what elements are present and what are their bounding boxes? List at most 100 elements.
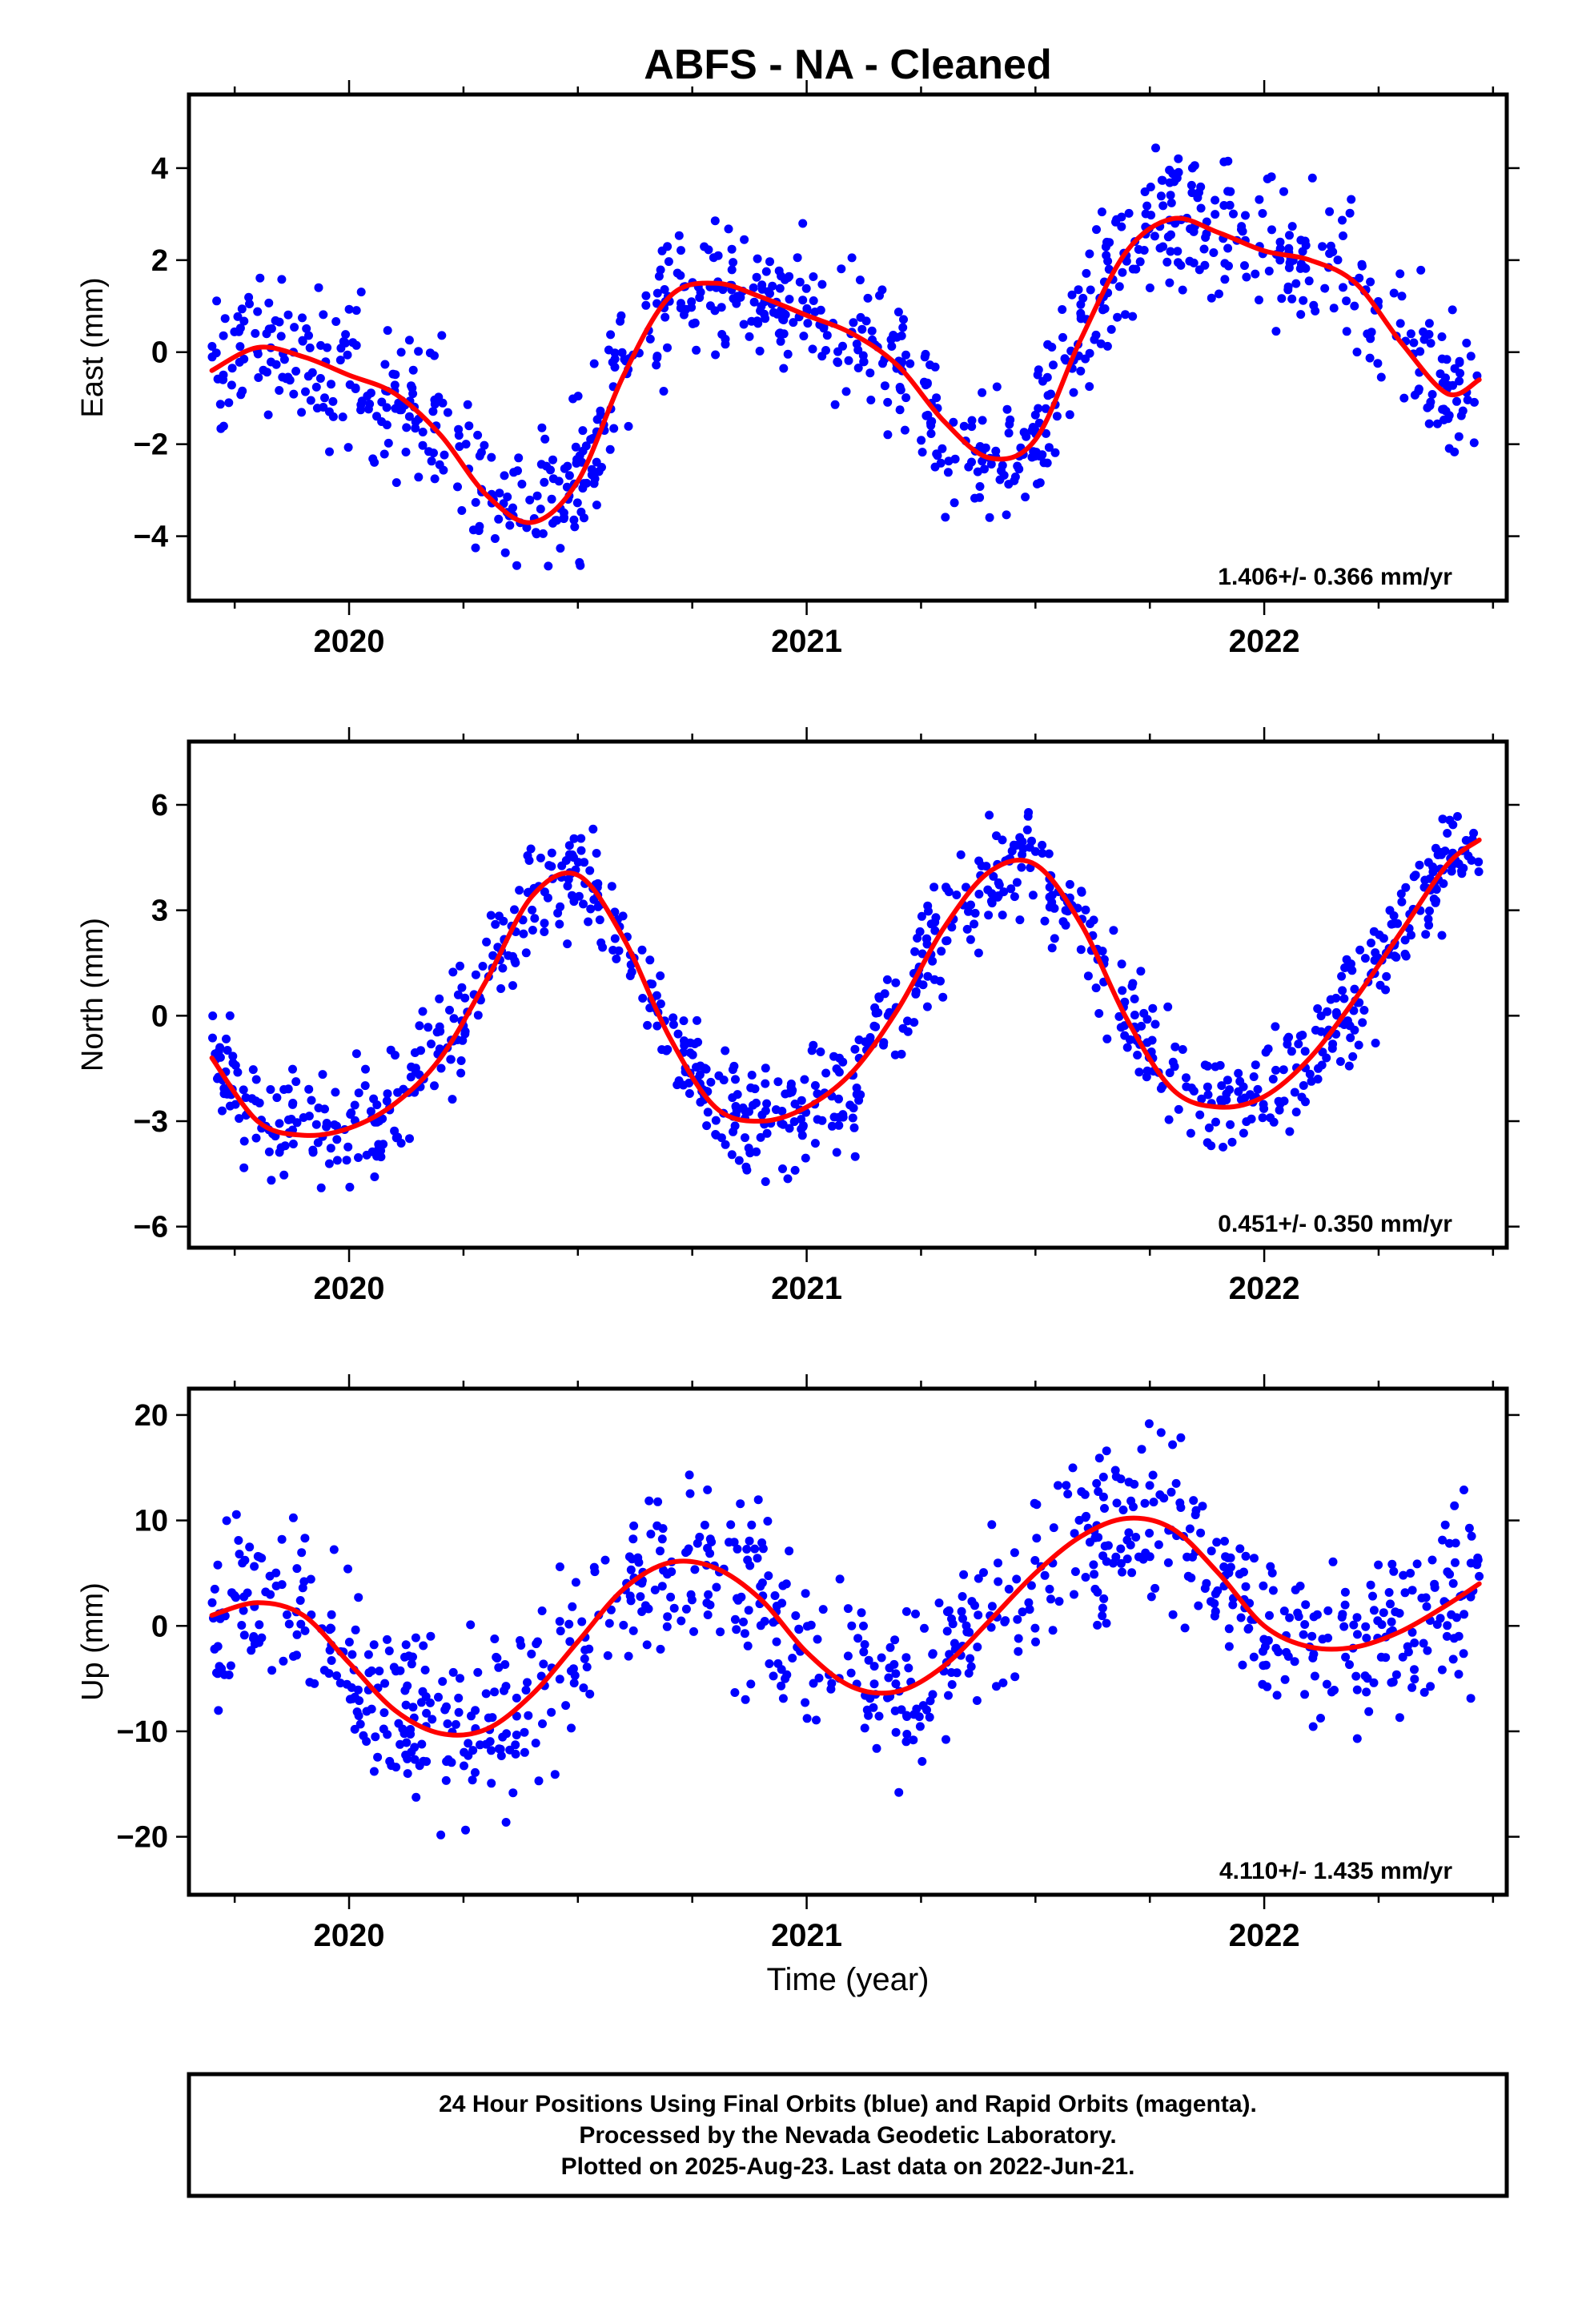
- data-point: [1197, 1094, 1207, 1104]
- data-point: [944, 1691, 953, 1700]
- data-point: [1111, 217, 1120, 227]
- data-point: [813, 1634, 822, 1644]
- data-point: [585, 1689, 595, 1699]
- data-point: [652, 1021, 662, 1031]
- y-tick-label: −2: [134, 428, 168, 462]
- data-point: [863, 293, 873, 303]
- data-point: [1024, 808, 1034, 817]
- data-point: [749, 283, 758, 292]
- data-point: [1186, 1573, 1196, 1582]
- data-point: [501, 1818, 511, 1827]
- data-point: [1146, 1592, 1156, 1602]
- data-point: [1196, 1528, 1206, 1538]
- data-point: [959, 1570, 969, 1579]
- data-point: [744, 1606, 753, 1615]
- data-point: [492, 1652, 501, 1662]
- points-group: [207, 143, 1482, 571]
- x-tick-label: 2022: [1229, 1918, 1300, 1953]
- data-point: [1189, 1496, 1199, 1506]
- data-point: [835, 1574, 845, 1584]
- data-point: [749, 1100, 757, 1110]
- data-point: [1135, 257, 1145, 267]
- data-point: [508, 981, 517, 991]
- data-point: [575, 557, 584, 567]
- data-point: [410, 1755, 420, 1764]
- data-point: [889, 1659, 899, 1669]
- data-point: [1098, 1472, 1108, 1482]
- data-point: [494, 911, 504, 921]
- data-point: [1373, 1616, 1383, 1626]
- data-point: [315, 374, 325, 383]
- data-point: [1030, 1556, 1040, 1565]
- data-point: [1099, 1594, 1109, 1603]
- data-point: [1366, 277, 1375, 287]
- data-point: [1316, 1714, 1325, 1723]
- data-point: [253, 307, 263, 316]
- data-point: [917, 448, 927, 457]
- data-point: [255, 273, 265, 283]
- data-point: [765, 257, 774, 267]
- data-point: [411, 424, 420, 433]
- data-point: [776, 336, 785, 346]
- data-point: [404, 336, 414, 345]
- data-point: [1042, 428, 1050, 438]
- data-point: [564, 875, 573, 884]
- data-point: [1264, 267, 1274, 275]
- data-point: [992, 1682, 1001, 1691]
- data-point: [251, 1133, 261, 1143]
- data-point: [999, 887, 1009, 897]
- data-point: [1122, 1554, 1132, 1564]
- data-point: [592, 849, 601, 858]
- y-tick-label: 4: [151, 152, 168, 186]
- data-point: [325, 1646, 335, 1655]
- data-point: [266, 1085, 275, 1094]
- data-point: [628, 1534, 638, 1544]
- data-point: [456, 961, 464, 971]
- data-point: [527, 1649, 536, 1659]
- data-point: [1142, 1015, 1152, 1024]
- data-point: [645, 334, 655, 344]
- data-point: [370, 457, 379, 467]
- data-point: [973, 1642, 982, 1652]
- data-point: [879, 1040, 888, 1050]
- data-point: [236, 390, 246, 400]
- data-point: [685, 1078, 694, 1088]
- data-point: [966, 900, 975, 910]
- data-point: [1249, 1072, 1259, 1081]
- data-point: [420, 1665, 430, 1675]
- data-point: [360, 1081, 370, 1091]
- fit-line: [209, 215, 1482, 525]
- data-point: [1299, 1630, 1308, 1639]
- data-point: [383, 326, 392, 336]
- data-point: [663, 343, 672, 352]
- data-point: [1076, 314, 1086, 324]
- data-point: [1375, 980, 1385, 990]
- data-point: [711, 350, 721, 360]
- data-point: [1322, 1053, 1331, 1063]
- data-point: [1285, 1127, 1295, 1136]
- data-point: [733, 1544, 742, 1554]
- data-point: [1296, 310, 1306, 320]
- data-point: [1313, 1004, 1323, 1013]
- data-point: [1068, 1463, 1078, 1473]
- data-point: [1122, 1043, 1132, 1052]
- data-point: [1310, 1671, 1319, 1681]
- data-point: [703, 1610, 713, 1619]
- data-point: [1158, 201, 1168, 211]
- data-point: [383, 1634, 391, 1644]
- data-point: [366, 1107, 375, 1116]
- data-point: [681, 1604, 691, 1614]
- data-point: [304, 1112, 314, 1121]
- data-point: [207, 1598, 217, 1607]
- data-point: [308, 1145, 318, 1155]
- data-point: [520, 1727, 529, 1737]
- data-point: [727, 244, 737, 254]
- data-point: [1194, 1601, 1203, 1610]
- data-point: [617, 348, 627, 357]
- data-point: [1410, 1638, 1419, 1647]
- data-point: [503, 493, 512, 501]
- data-point: [950, 498, 959, 508]
- data-point: [711, 1116, 721, 1125]
- data-point: [787, 1088, 797, 1096]
- data-point: [850, 1044, 860, 1054]
